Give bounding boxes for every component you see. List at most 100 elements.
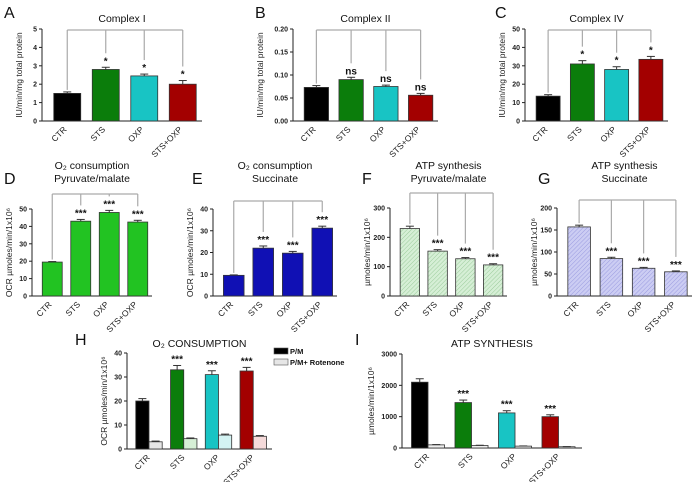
- panel-b: B Complex II 0.00 0.05 0.10 0.15 0.20 IU/min/mg…: [255, 5, 438, 159]
- y-tick-label: 30: [512, 63, 520, 70]
- x-tick-label: CTR: [392, 299, 411, 318]
- y-axis-label: µmoles/min/1x10⁶: [362, 218, 372, 286]
- bar: [483, 264, 504, 297]
- bar-series-2: [148, 441, 163, 450]
- bar: [303, 87, 329, 122]
- y-tick-label: 30: [19, 241, 27, 248]
- significance-label: ns: [380, 74, 392, 85]
- bar: [252, 247, 274, 297]
- panel-i: I ATP SYNTHESIS 0 1000 2000 3000 µmoles/min/1x…: [355, 332, 582, 482]
- bar-series-2: [252, 435, 267, 450]
- x-tick-label: OXP: [498, 451, 518, 471]
- x-tick-label: CTR: [216, 299, 235, 318]
- panel-letter: D: [4, 171, 16, 188]
- y-tick-label: 3000: [381, 352, 397, 359]
- x-tick-label: OXP: [91, 299, 111, 319]
- x-tick-label: OXP: [598, 124, 618, 144]
- bar: [604, 69, 630, 122]
- y-tick-label: 4: [33, 45, 37, 52]
- y-tick-label: 2: [33, 82, 37, 89]
- significance-label: *: [615, 56, 619, 67]
- significance-label: ***: [206, 360, 218, 371]
- significance-label: ***: [670, 260, 682, 271]
- y-tick-label: 0: [118, 447, 122, 454]
- y-tick-label: 40: [512, 45, 520, 52]
- significance-label: ***: [501, 400, 513, 411]
- x-tick-label: STS: [63, 299, 82, 318]
- y-tick-label: 0: [516, 119, 520, 126]
- y-tick-label: 100: [373, 264, 385, 271]
- y-axis-label: OCR µmoles/min/1x10⁶: [4, 208, 14, 297]
- chart-title: O₂ consumption: [55, 160, 130, 172]
- bar: [338, 79, 364, 122]
- y-tick-label: 0: [23, 294, 27, 301]
- y-tick-label: 20: [19, 259, 27, 266]
- panel-letter: F: [362, 171, 372, 188]
- y-tick-label: 0.05: [274, 96, 288, 103]
- y-tick-label: 10: [512, 100, 520, 107]
- x-tick-label: CTR: [34, 299, 53, 318]
- x-tick-label: OXP: [274, 299, 294, 319]
- bar-series-2: [183, 438, 198, 450]
- x-tick-label: CTR: [561, 299, 580, 318]
- panel-c: C Complex IV 0 10 20 30 40 50 IU/min/mg total pr…: [495, 5, 668, 159]
- chart-title: Pyruvate/malate: [411, 173, 487, 185]
- significance-label: ***: [432, 239, 444, 250]
- panel-letter: B: [255, 5, 266, 22]
- bar: [599, 258, 624, 297]
- y-tick-label: 0.20: [274, 27, 288, 34]
- x-tick-label: CTR: [132, 452, 151, 471]
- chart-title: Succinate: [252, 173, 298, 185]
- chart-title: Pyruvate/malate: [54, 173, 130, 185]
- y-axis-label: OCR µmoles/min/1x10⁶: [185, 208, 195, 297]
- chart-title: ATP synthesis: [591, 160, 657, 172]
- significance-label: ***: [638, 256, 650, 267]
- bar-series-1: [135, 400, 150, 450]
- bar: [455, 258, 476, 297]
- x-tick-label: STS+OXP: [387, 124, 422, 159]
- y-tick-label: 100: [540, 250, 552, 257]
- significance-label: *: [142, 63, 146, 74]
- significance-label: ***: [103, 199, 115, 210]
- bar: [41, 261, 63, 297]
- x-tick-label: CTR: [298, 124, 317, 143]
- y-tick-label: 0: [33, 119, 37, 126]
- y-tick-label: 50: [512, 27, 520, 34]
- panel-letter: A: [4, 5, 15, 22]
- x-tick-label: STS+OXP: [527, 451, 562, 482]
- bar: [535, 95, 561, 122]
- x-tick-label: CTR: [412, 451, 431, 470]
- bar-series-1: [239, 370, 254, 450]
- x-tick-label: OXP: [447, 299, 467, 319]
- y-tick-label: 20: [114, 399, 122, 406]
- y-tick-label: 2000: [381, 383, 397, 390]
- significance-label: *: [580, 50, 584, 61]
- bar: [130, 75, 159, 122]
- bar-series-1: [541, 416, 559, 449]
- significance-label: *: [104, 56, 108, 67]
- y-tick-label: 0: [381, 294, 385, 301]
- chart-title: ATP synthesis: [415, 160, 481, 172]
- y-tick-label: 50: [544, 272, 552, 279]
- significance-label: ***: [316, 215, 328, 226]
- y-tick-label: 0.00: [274, 119, 288, 126]
- y-tick-label: 200: [540, 206, 552, 213]
- x-tick-label: STS: [565, 124, 584, 143]
- y-tick-label: 0: [548, 294, 552, 301]
- bar: [427, 250, 448, 297]
- legend-swatch: [273, 347, 289, 355]
- legend-swatch: [273, 358, 289, 366]
- y-axis-label: IU/min/mg total protein: [14, 32, 24, 118]
- x-tick-label: STS+OXP: [221, 452, 256, 482]
- x-tick-label: STS+OXP: [617, 124, 652, 159]
- y-axis-label: OCR µmoles/min/1x10⁶: [99, 356, 109, 445]
- y-tick-label: 20: [200, 250, 208, 257]
- bar: [569, 63, 595, 122]
- x-tick-label: STS+OXP: [289, 299, 324, 334]
- bar: [53, 93, 82, 122]
- x-tick-label: STS: [334, 124, 353, 143]
- bar: [127, 221, 149, 297]
- y-tick-label: 5: [33, 27, 37, 34]
